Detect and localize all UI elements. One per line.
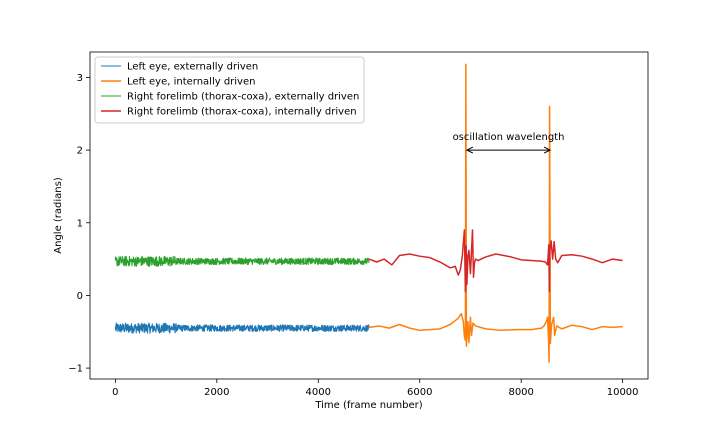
- x-tick-label: 6000: [407, 387, 432, 398]
- x-tick-label: 10000: [607, 387, 639, 398]
- y-tick-label: 2: [77, 146, 83, 157]
- legend-entry-2: Left eye, internally driven: [127, 77, 255, 88]
- x-tick-label: 2000: [204, 387, 229, 398]
- y-axis-label: Angle (radians): [53, 177, 64, 254]
- x-tick-label: 0: [112, 387, 118, 398]
- y-tick-label: 1: [77, 218, 83, 229]
- legend-box: [94, 56, 365, 124]
- series-line-4: [368, 229, 623, 293]
- series-line-1: [114, 322, 370, 334]
- x-tick-label: 4000: [306, 387, 331, 398]
- wavelength-arrow-head-left: [465, 146, 474, 154]
- annotation-text: oscillation wavelength: [453, 132, 565, 143]
- legend-entry-1: Left eye, externally driven: [127, 62, 258, 73]
- series-line-3: [114, 255, 370, 267]
- ticks-layer: 0 2000 4000 6000 8000 10000 −1 0 1 2 3: [68, 73, 638, 398]
- legend-entry-3: Right forelimb (thorax-coxa), externally…: [127, 92, 359, 103]
- legend: Left eye, externally driven Left eye, int…: [94, 56, 365, 124]
- y-tick-label: −1: [68, 364, 83, 375]
- x-axis-label: Time (frame number): [314, 400, 422, 411]
- wavelength-arrow-head-right: [543, 146, 552, 154]
- y-tick-label: 3: [77, 73, 83, 84]
- series-layer: [114, 63, 623, 364]
- plot-frame: [89, 51, 649, 380]
- x-tick-label: 8000: [508, 387, 533, 398]
- annotation-layer: oscillation wavelength: [453, 132, 565, 154]
- legend-entry-4: Right forelimb (thorax-coxa), internally…: [127, 107, 357, 118]
- series-line-2: [368, 63, 623, 364]
- y-tick-label: 0: [77, 291, 83, 302]
